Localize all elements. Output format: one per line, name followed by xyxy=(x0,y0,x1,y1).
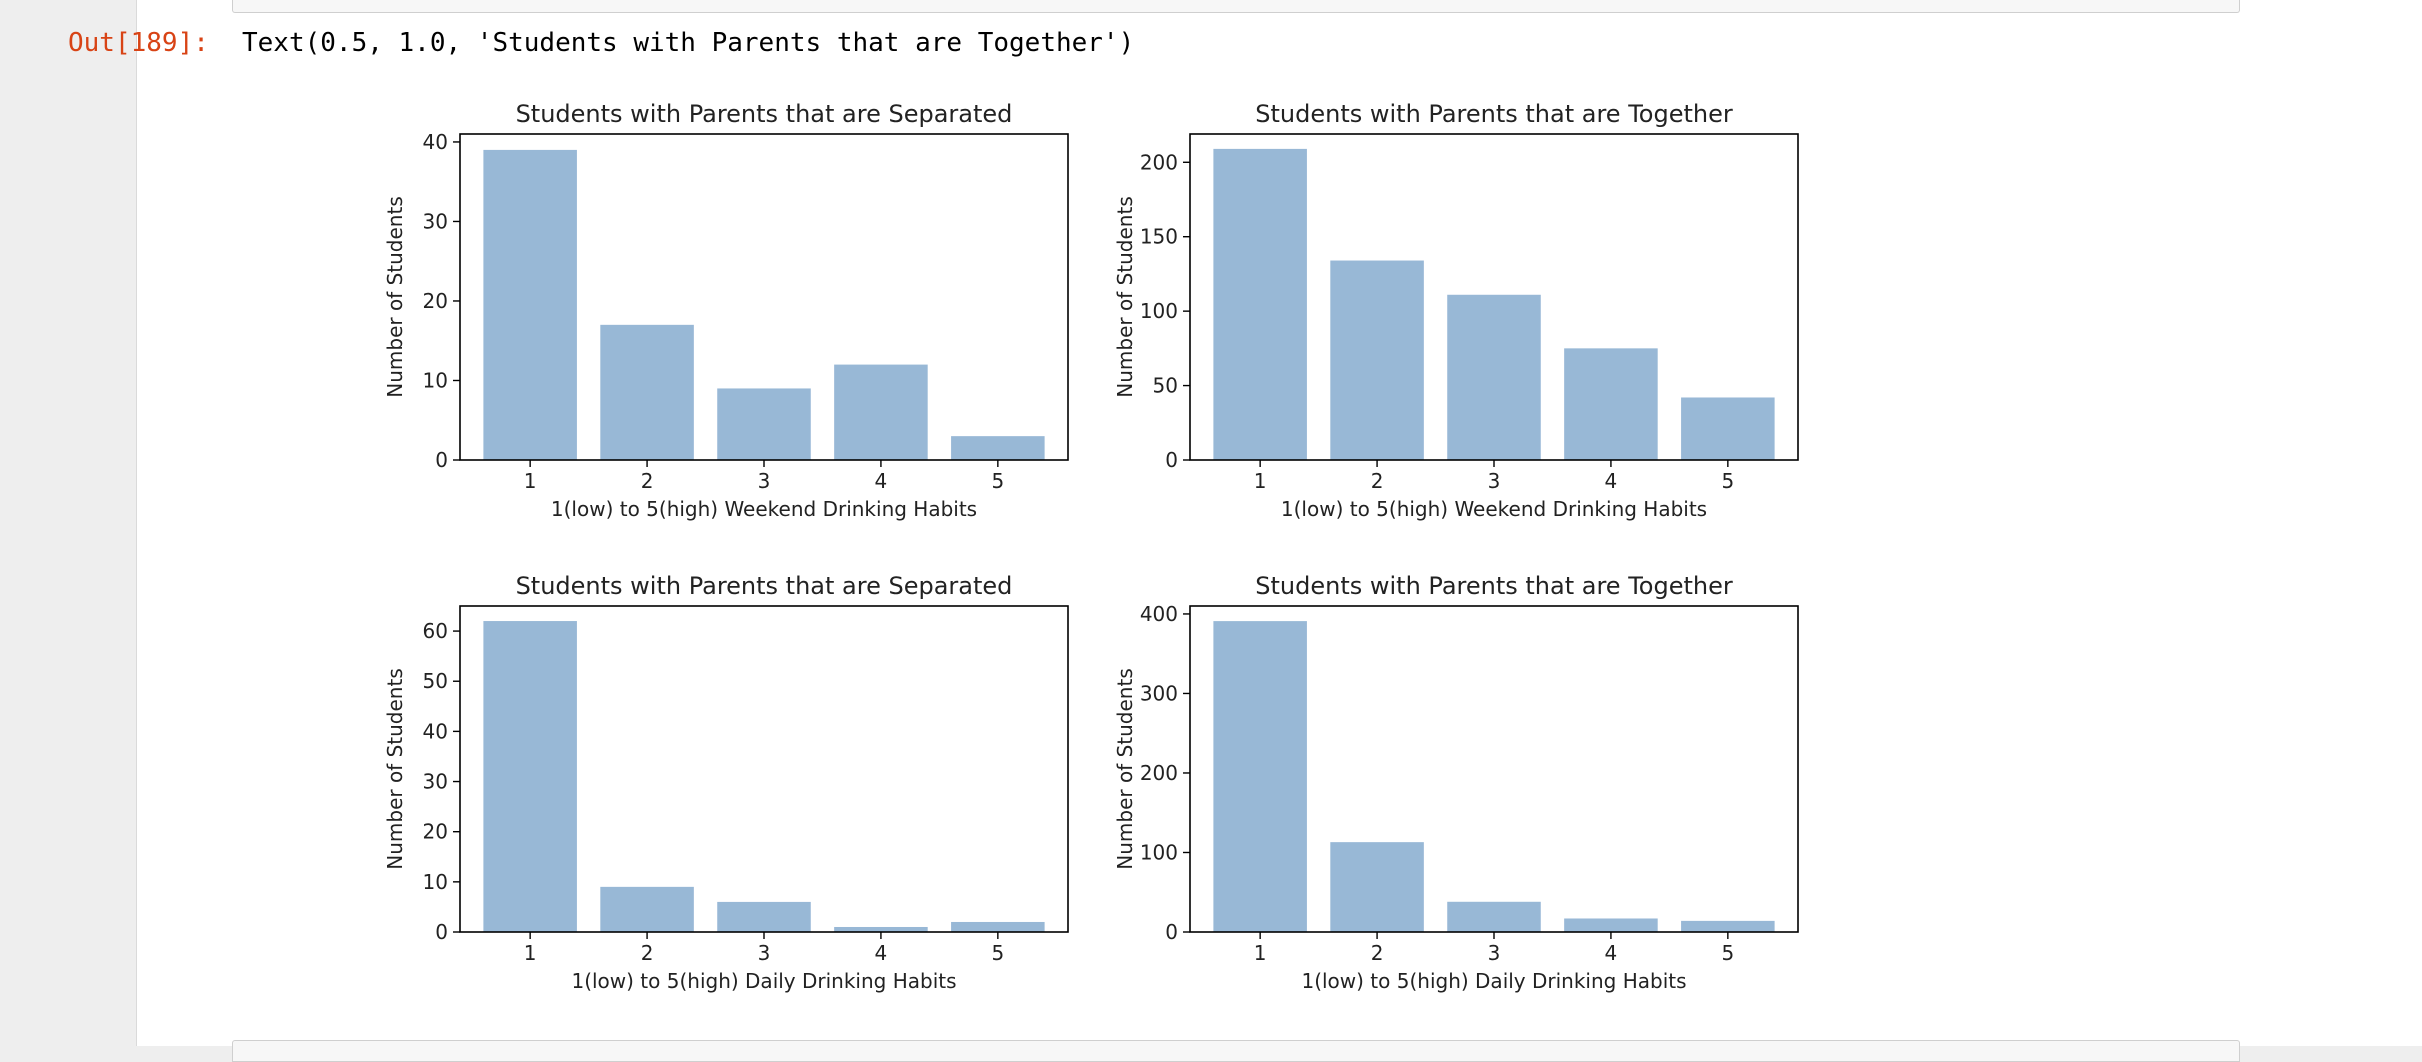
y-tick-label: 400 xyxy=(1140,602,1178,626)
bar-3 xyxy=(717,388,811,460)
x-tick-label: 1 xyxy=(1254,469,1267,493)
bar-5 xyxy=(1681,397,1775,460)
x-tick-label: 2 xyxy=(641,469,654,493)
y-axis-label: Number of Students xyxy=(1113,668,1137,869)
bar-1 xyxy=(483,621,577,932)
subplot-1: 0 10 20 30 40 1 2 3 4 5 Students with Parents that… xyxy=(383,100,1069,521)
output-prompt: Out[189]: xyxy=(68,28,209,58)
y-tick-label: 40 xyxy=(423,130,448,154)
bar-3 xyxy=(1447,901,1541,932)
x-tick-label: 2 xyxy=(641,941,654,965)
y-tick-label: 10 xyxy=(423,870,448,894)
y-axis-label: Number of Students xyxy=(383,196,407,397)
x-tick-label: 1 xyxy=(524,469,537,493)
y-tick-label: 50 xyxy=(423,669,448,693)
bar-2 xyxy=(1330,842,1424,932)
chart-title: Students with Parents that are Together xyxy=(1255,100,1733,128)
y-tick-label: 0 xyxy=(1165,448,1178,472)
x-tick-label: 5 xyxy=(991,941,1004,965)
bar-4 xyxy=(1564,348,1658,460)
y-tick-label: 0 xyxy=(435,448,448,472)
y-tick-label: 150 xyxy=(1140,225,1178,249)
x-axis-label: 1(low) to 5(high) Weekend Drinking Habit… xyxy=(551,497,977,521)
x-tick-label: 5 xyxy=(991,469,1004,493)
x-tick-label: 1 xyxy=(1254,941,1267,965)
x-tick-label: 4 xyxy=(1605,941,1618,965)
bar-3 xyxy=(1447,294,1541,460)
bar-2 xyxy=(1330,260,1424,460)
figure: 0 10 20 30 40 1 2 3 4 5 Students with Parents that… xyxy=(242,86,1822,1011)
x-axis-label: 1(low) to 5(high) Daily Drinking Habits xyxy=(571,969,956,993)
x-tick-label: 5 xyxy=(1721,941,1734,965)
y-tick-label: 30 xyxy=(423,770,448,794)
y-tick-label: 50 xyxy=(1153,374,1178,398)
y-tick-label: 300 xyxy=(1140,681,1178,705)
bar-5 xyxy=(1681,920,1775,932)
y-tick-label: 100 xyxy=(1140,840,1178,864)
x-axis-label: 1(low) to 5(high) Weekend Drinking Habit… xyxy=(1281,497,1707,521)
y-tick-label: 200 xyxy=(1140,761,1178,785)
bar-1 xyxy=(483,149,577,460)
bar-4 xyxy=(834,926,928,932)
subplot-2: 0 50 100 150 200 1 2 3 4 5 Students with Parents t… xyxy=(1113,100,1799,521)
bar-1 xyxy=(1213,148,1307,460)
chart-title: Students with Parents that are Separated xyxy=(516,100,1013,128)
x-tick-label: 4 xyxy=(1605,469,1618,493)
x-tick-label: 1 xyxy=(524,941,537,965)
y-tick-label: 40 xyxy=(423,719,448,743)
chart-title: Students with Parents that are Separated xyxy=(516,572,1013,600)
output-text: Text(0.5, 1.0, 'Students with Parents th… xyxy=(242,28,1135,58)
bar-2 xyxy=(600,886,694,932)
x-tick-label: 4 xyxy=(875,941,888,965)
bar-4 xyxy=(1564,918,1658,932)
y-axis-label: Number of Students xyxy=(1113,196,1137,397)
next-cell-input[interactable] xyxy=(232,1040,2240,1062)
bar-2 xyxy=(600,324,694,460)
y-tick-label: 60 xyxy=(423,619,448,643)
subplot-4: 0 100 200 300 400 1 2 3 4 5 Students with Parents … xyxy=(1113,572,1799,993)
x-tick-label: 3 xyxy=(1488,941,1501,965)
previous-cell-input[interactable] xyxy=(232,0,2240,13)
x-tick-label: 5 xyxy=(1721,469,1734,493)
x-tick-label: 3 xyxy=(758,469,771,493)
x-axis-label: 1(low) to 5(high) Daily Drinking Habits xyxy=(1301,969,1686,993)
y-axis-label: Number of Students xyxy=(383,668,407,869)
subplot-3: 0 10 20 30 40 50 60 1 2 3 4 5 Students with Parents … xyxy=(383,572,1069,993)
y-tick-label: 0 xyxy=(435,920,448,944)
bar-1 xyxy=(1213,621,1307,932)
x-tick-label: 3 xyxy=(758,941,771,965)
y-tick-label: 20 xyxy=(423,820,448,844)
x-tick-label: 2 xyxy=(1371,941,1384,965)
x-tick-label: 3 xyxy=(1488,469,1501,493)
bar-5 xyxy=(951,921,1045,932)
chart-title: Students with Parents that are Together xyxy=(1255,572,1733,600)
y-tick-label: 0 xyxy=(1165,920,1178,944)
x-tick-label: 2 xyxy=(1371,469,1384,493)
x-tick-label: 4 xyxy=(875,469,888,493)
y-tick-label: 10 xyxy=(423,368,448,392)
y-tick-label: 200 xyxy=(1140,150,1178,174)
y-tick-label: 20 xyxy=(423,289,448,313)
bar-4 xyxy=(834,364,928,460)
y-tick-label: 30 xyxy=(423,209,448,233)
y-tick-label: 100 xyxy=(1140,299,1178,323)
bar-3 xyxy=(717,901,811,932)
bar-5 xyxy=(951,436,1045,460)
